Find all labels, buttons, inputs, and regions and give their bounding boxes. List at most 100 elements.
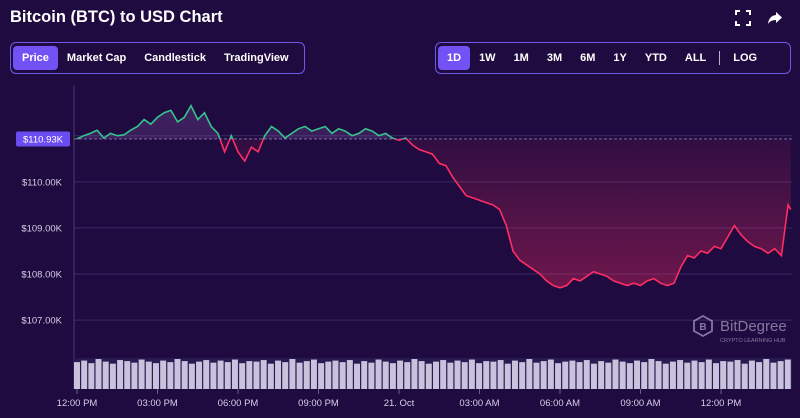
volume-bar [102, 361, 109, 389]
y-tick-label: $110.00K [22, 177, 63, 188]
volume-bar [167, 362, 174, 389]
x-tick-label: 09:00 PM [298, 398, 339, 409]
scale-tab-log[interactable]: LOG [733, 52, 758, 64]
volume-bar [490, 361, 497, 389]
volume-bar [526, 359, 533, 389]
range-tab-6m[interactable]: 6M [580, 52, 596, 64]
volume-bar [598, 361, 605, 389]
volume-bar [361, 361, 368, 389]
volume-bar [138, 359, 145, 389]
volume-bar [720, 361, 727, 389]
volume-bar [303, 361, 310, 389]
volume-bar [677, 360, 684, 389]
tab-price[interactable]: Price [13, 46, 58, 70]
watermark-name: BitDegree [720, 318, 787, 335]
volume-bar [784, 359, 791, 389]
page-title: Bitcoin (BTC) to USD Chart [10, 8, 223, 26]
volume-bar [605, 362, 612, 389]
x-tick-label: 09:00 AM [620, 398, 660, 409]
volume-bar [648, 359, 655, 389]
tab-tradingview[interactable]: TradingView [223, 52, 289, 64]
volume-bar [231, 359, 238, 389]
volume-bar [289, 359, 296, 389]
range-tab-ytd[interactable]: YTD [644, 52, 667, 64]
volume-bar [504, 363, 511, 389]
volume-bar [483, 361, 490, 389]
fullscreen-icon[interactable] [735, 10, 751, 26]
y-tick-label: $108.00K [21, 270, 62, 281]
range-tabs: 1D 1W 1M 3M 6M 1Y YTD ALL LOG [435, 42, 791, 74]
range-tab-1m[interactable]: 1M [513, 52, 529, 64]
volume-bar [389, 363, 396, 389]
volume-bar [74, 362, 80, 389]
price-line-below-baseline [77, 138, 792, 289]
area-fill-above [77, 105, 791, 139]
volume-bar [511, 360, 518, 389]
volume-bar [109, 363, 116, 389]
volume-bar [203, 360, 210, 389]
volume-bar [267, 363, 274, 389]
volume-bar [562, 361, 569, 389]
volume-bar [160, 360, 167, 389]
volume-bar [626, 363, 633, 389]
watermark: B BitDegree CRYPTO LEARNING HUB [693, 314, 787, 344]
volume-bar [433, 361, 439, 389]
volume-bar [734, 360, 741, 389]
x-tick-label: 06:00 AM [540, 398, 580, 409]
volume-bar [354, 363, 360, 389]
volume-bar [461, 362, 468, 389]
volume-bar [282, 362, 289, 389]
volume-bar [555, 363, 562, 389]
volume-bar [382, 361, 389, 389]
svg-text:$110.93K: $110.93K [23, 134, 64, 145]
range-tab-1w[interactable]: 1W [479, 52, 496, 64]
volume-bar [246, 361, 253, 389]
volume-bar [239, 363, 246, 389]
volume-bar [748, 360, 755, 389]
range-tab-3m[interactable]: 3M [546, 52, 563, 64]
volume-bar [368, 362, 375, 389]
volume-bar [669, 361, 676, 389]
range-tab-all[interactable]: ALL [684, 52, 707, 64]
range-tab-1y[interactable]: 1Y [613, 52, 627, 64]
volume-bar [756, 362, 763, 389]
volume-bar [691, 360, 698, 389]
volume-bar [763, 359, 770, 389]
volume-bar [318, 363, 325, 389]
x-tick-label: 03:00 AM [459, 398, 499, 409]
volume-bar [88, 363, 95, 389]
svg-text:B: B [699, 322, 706, 333]
tab-candlestick[interactable]: Candlestick [144, 52, 206, 64]
area-fill-below [219, 138, 791, 288]
volume-bar [95, 359, 102, 389]
range-tab-1d[interactable]: 1D [438, 46, 471, 70]
volume-bar [411, 359, 418, 389]
x-tick-label: 03:00 PM [137, 398, 178, 409]
x-tick-label: 12:00 PM [701, 398, 742, 409]
volume-bar [497, 360, 504, 389]
volume-bar [519, 362, 526, 389]
volume-bar [454, 360, 461, 389]
volume-bar [397, 360, 404, 389]
volume-bar [770, 362, 777, 389]
volume-bar [310, 359, 317, 389]
volume-bar [576, 362, 583, 389]
volume-bar [440, 360, 447, 389]
volume-bar [325, 361, 332, 389]
volume-bar [533, 362, 540, 389]
volume-bar [131, 362, 138, 389]
share-icon[interactable] [767, 10, 783, 26]
view-tabs: Price Market Cap Candlestick TradingView [10, 42, 305, 74]
volume-bar [404, 362, 411, 389]
volume-bar [332, 360, 339, 389]
volume-bar [117, 360, 124, 389]
volume-bar [713, 363, 719, 389]
volume-bar [217, 360, 224, 389]
volume-bar [174, 359, 181, 389]
y-tick-label: $107.00K [21, 316, 62, 327]
tab-market-cap[interactable]: Market Cap [66, 52, 127, 64]
x-tick-label: 21. Oct [384, 398, 415, 409]
volume-bar [196, 361, 203, 389]
volume-bar [569, 360, 576, 389]
